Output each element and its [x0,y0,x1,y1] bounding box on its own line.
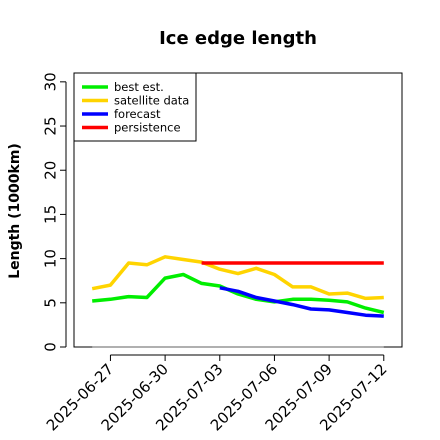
series-line-satellite-data [91,255,384,301]
legend-label: forecast [114,107,161,121]
y-tick-label: 0 [41,342,59,352]
y-tick-label: 15 [41,205,59,224]
x-axis: 2025-06-272025-06-302025-07-032025-07-06… [43,354,391,434]
y-tick-label: 25 [41,116,59,135]
series-line-best-est [92,272,385,315]
y-tick-label: 5 [41,298,59,308]
legend-box [73,72,197,142]
series-layer [91,255,385,348]
legend-label: satellite data [114,94,189,108]
legend-label: persistence [114,121,181,135]
legend: best est.satellite dataforecastpersisten… [73,72,197,142]
y-tick-label: 30 [41,72,59,91]
y-tick-label: 20 [41,161,59,180]
chart-title: Ice edge length [159,28,317,49]
y-axis-label: Length (1000km) [7,143,23,279]
series-line-forecast [219,286,384,318]
legend-label: best est. [114,80,164,94]
y-tick-label: 10 [41,249,59,268]
y-axis: 0 5 10 15 20 25 30 [41,72,67,352]
